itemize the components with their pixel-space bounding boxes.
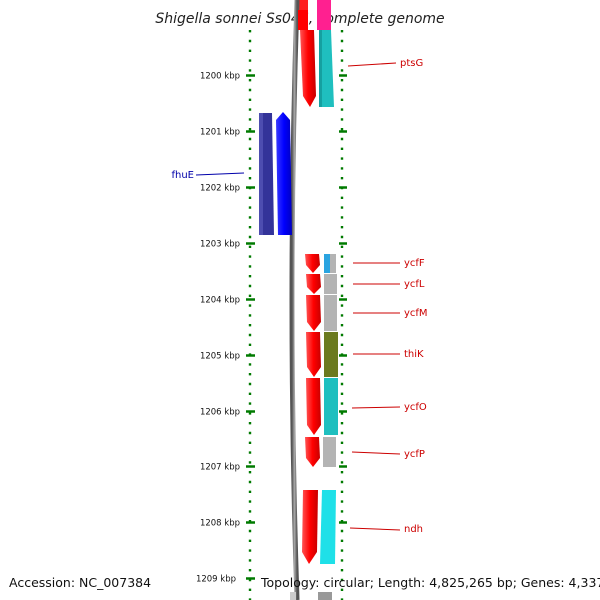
label-thiK[interactable]: thiK [404,349,424,360]
label-ycfO[interactable]: ycfO [404,402,427,413]
label-ycfF[interactable]: ycfF [404,258,425,269]
tick-label-1200: 1200 kbp [200,72,240,82]
gene-ndh-cog-block [320,490,336,564]
genome-summary-text: Topology: circular; Length: 4,825,265 bp… [261,575,600,590]
gene-ycfM-cog-block [324,295,337,331]
tick-label-1201: 1201 kbp [200,128,240,138]
leader-ptsG [347,62,397,67]
gene-thiK[interactable] [306,332,338,377]
gene-labels: ptsG fhuE ycfF ycfL ycfM thiK ycfO ycfP … [171,58,427,535]
label-ycfL[interactable]: ycfL [404,279,425,290]
gene-ycfP[interactable] [305,437,336,467]
gene-ycfO-cds-arrow [306,378,321,435]
tick-label-1207: 1207 kbp [200,463,240,473]
gene-ycfF[interactable] [305,254,336,273]
accession-text: Accession: NC_007384 [9,575,152,590]
tick-label-1208: 1208 kbp [200,519,240,529]
gene-ycfL-cds-arrow [306,274,321,294]
gene-thiK-cds-arrow [306,332,321,377]
bottom-edge-strip-right [318,592,332,600]
ptsG-upstream-strip-2 [317,10,331,30]
ruler-ticks-right [339,74,347,524]
tick-label-1209: 1209 kbp [196,575,236,585]
bottom-edge-strip-left [290,592,296,600]
gene-ndh[interactable] [302,490,336,564]
tick-label-1202: 1202 kbp [200,184,240,194]
gene-ycfO[interactable] [306,378,338,435]
genome-backbone [289,0,300,600]
gene-ycfO-cog-block [324,378,338,435]
gene-ycfP-cds-arrow [305,437,320,467]
label-ptsG[interactable]: ptsG [400,58,423,69]
gene-ndh-cds-arrow [302,490,318,564]
gene-ycfF-cds-arrow [305,254,320,273]
label-ndh[interactable]: ndh [404,524,423,535]
ruler-labels: 1200 kbp 1201 kbp 1202 kbp 1203 kbp 1204… [196,72,240,585]
gene-thiK-cog-block [324,332,338,377]
leader-ycfO [351,406,401,409]
tick-label-1206: 1206 kbp [200,408,240,418]
tick-label-1203: 1203 kbp [200,240,240,250]
ptsG-upstream-strip [298,10,308,30]
label-ycfP[interactable]: ycfP [404,449,425,460]
leader-ycfP [351,451,401,455]
gene-ycfM-cds-arrow [306,295,321,331]
tick-label-1205: 1205 kbp [200,352,240,362]
gene-ycfP-cog-block [323,437,336,467]
gene-ptsG[interactable] [300,30,334,107]
gene-ptsG-cds-arrow [300,30,316,107]
gene-ycfL[interactable] [306,274,337,294]
gene-ycfM[interactable] [306,295,337,331]
ruler-ticks-left [246,74,255,580]
label-fhuE[interactable]: fhuE [171,170,194,181]
gene-fhuE-cds-arrow [276,112,292,235]
gene-fhuE[interactable] [259,112,292,235]
leader-ndh [349,527,401,531]
tick-label-1204: 1204 kbp [200,296,240,306]
label-ycfM[interactable]: ycfM [404,308,428,319]
top-edge-strips [298,0,331,10]
gene-ptsG-cog-block [319,30,334,107]
leader-fhuE [195,172,245,176]
gene-ycfL-cog-block [324,274,337,294]
gene-ycfF-cog-block [324,254,330,273]
